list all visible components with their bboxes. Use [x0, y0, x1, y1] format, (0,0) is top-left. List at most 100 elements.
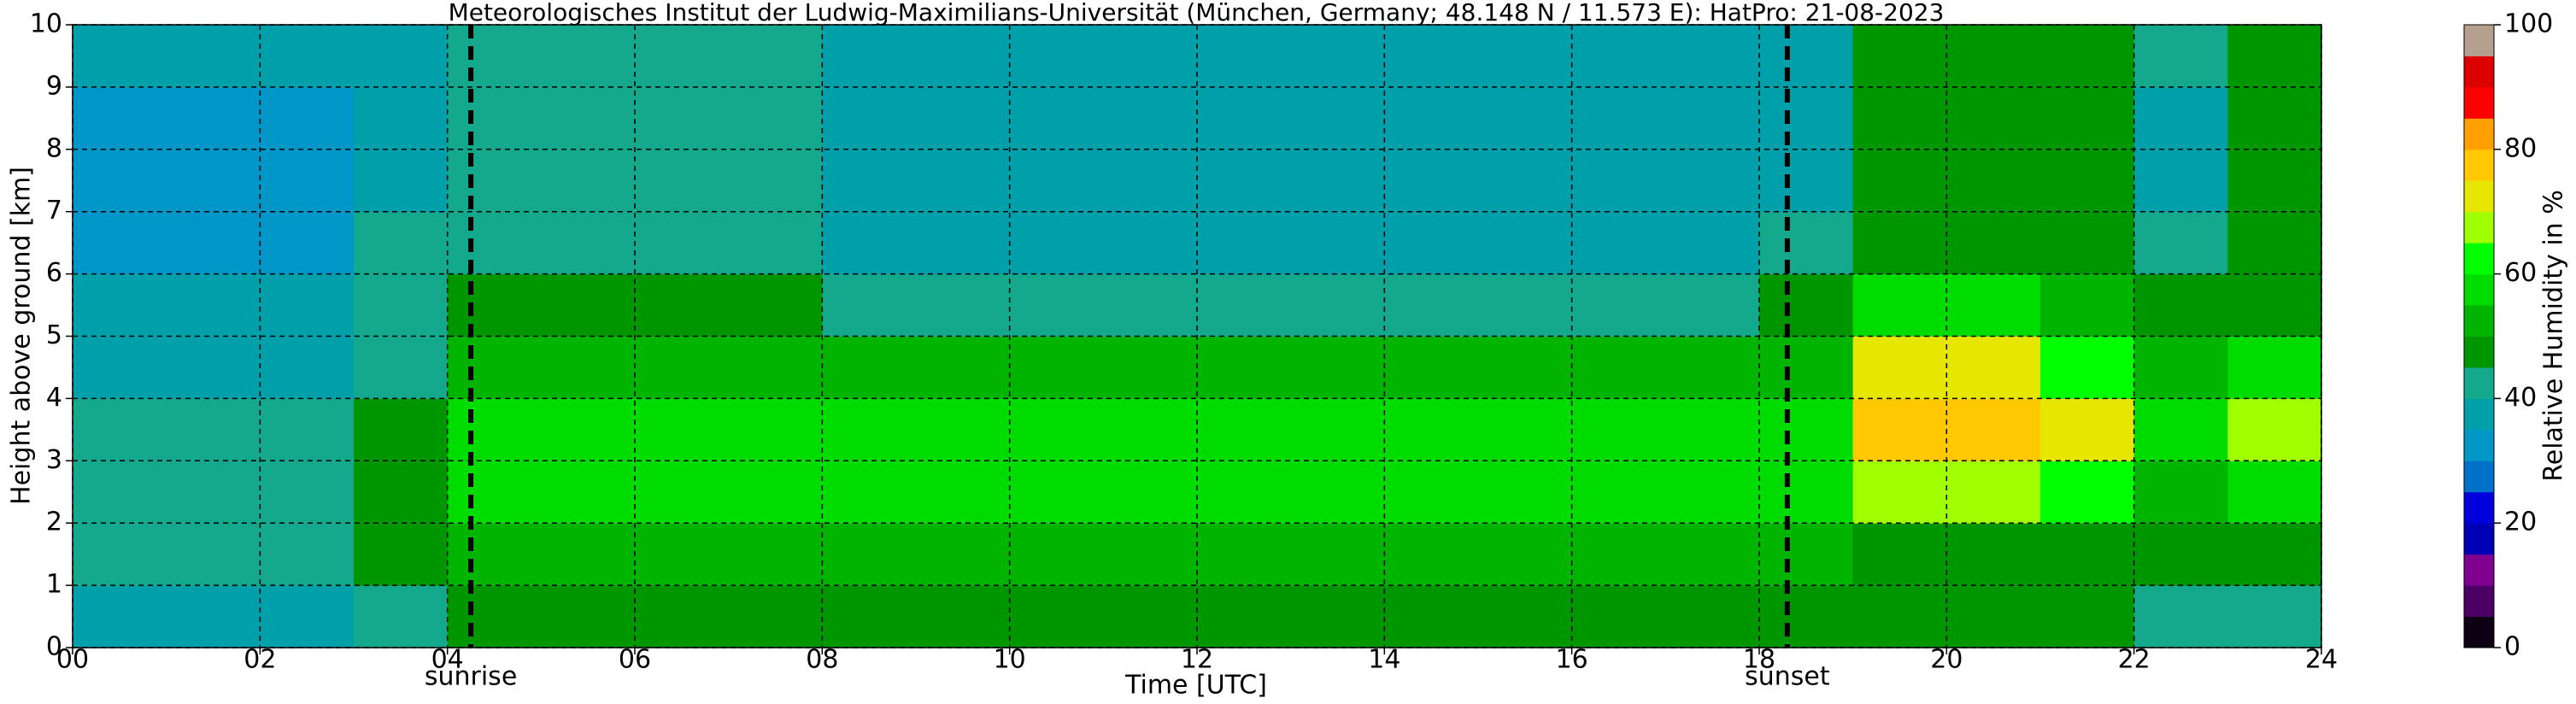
- y-tick-label: 1: [46, 570, 62, 600]
- heatmap-cell: [354, 585, 449, 648]
- heatmap-cell: [1478, 211, 1573, 275]
- heatmap-cell: [1290, 149, 1385, 213]
- heatmap-cell: [1478, 25, 1573, 88]
- colorbar-tick-label: 100: [2504, 9, 2553, 39]
- heatmap-cell: [1665, 585, 1760, 648]
- colorbar-segment: [2464, 398, 2494, 431]
- heatmap-cell: [1946, 273, 2041, 337]
- colorbar-segment: [2464, 616, 2494, 648]
- heatmap-cell: [2133, 585, 2228, 648]
- heatmap-cell: [1478, 273, 1573, 337]
- heatmap-cell: [1946, 25, 2041, 88]
- heatmap-cell: [916, 461, 1011, 524]
- colorbar-segment: [2464, 86, 2494, 119]
- heatmap-cell: [447, 211, 542, 275]
- heatmap-cell: [1571, 273, 1666, 337]
- heatmap-cell: [1571, 585, 1666, 648]
- colorbar-segment: [2464, 180, 2494, 213]
- heatmap-cell: [1665, 336, 1760, 399]
- heatmap-cell: [916, 25, 1011, 88]
- colorbar-segment: [2464, 491, 2494, 524]
- heatmap-cell: [1103, 336, 1198, 399]
- heatmap-cell: [166, 273, 261, 337]
- heatmap-cell: [1384, 25, 1479, 88]
- y-tick-label: 5: [46, 320, 62, 350]
- annotation-label: sunrise: [425, 662, 517, 692]
- heatmap-cell: [447, 336, 542, 399]
- heatmap-cell: [2227, 86, 2322, 150]
- colorbar-segment: [2464, 585, 2494, 618]
- heatmap-cell: [2040, 149, 2135, 213]
- heatmap-cell: [2040, 523, 2135, 586]
- colorbar-tick-label: 60: [2504, 258, 2537, 288]
- heatmap-cell: [916, 398, 1011, 461]
- y-tick-label: 7: [46, 196, 62, 226]
- heatmap-cell: [1852, 585, 1947, 648]
- heatmap-cell: [1852, 25, 1947, 88]
- heatmap-cell: [2040, 398, 2135, 461]
- heatmap-cell: [1197, 149, 1292, 213]
- colorbar-segment: [2464, 554, 2494, 586]
- colorbar-segment: [2464, 523, 2494, 555]
- heatmap-cell: [1197, 523, 1292, 586]
- heatmap-cell: [822, 461, 917, 524]
- heatmap-cell: [73, 398, 167, 461]
- heatmap-cell: [1103, 25, 1198, 88]
- heatmap-cell: [728, 461, 823, 524]
- heatmap-cell: [1384, 398, 1479, 461]
- heatmap-cell: [1197, 273, 1292, 337]
- heatmap-cell: [1852, 149, 1947, 213]
- heatmap-cell: [2133, 149, 2228, 213]
- heatmap-cell: [73, 149, 167, 213]
- heatmap-cell: [728, 523, 823, 586]
- colorbar-segment: [2464, 461, 2494, 493]
- heatmap-cell: [166, 25, 261, 88]
- heatmap-cell: [635, 25, 730, 88]
- heatmap-cell: [2227, 585, 2322, 648]
- heatmap-cell: [728, 585, 823, 648]
- heatmap-cell: [1759, 211, 1854, 275]
- heatmap-cell: [1759, 398, 1854, 461]
- heatmap-cell: [541, 398, 636, 461]
- heatmap-cell: [916, 149, 1011, 213]
- colorbar-segment: [2464, 118, 2494, 150]
- colorbar-segment: [2464, 429, 2494, 461]
- y-tick-label: 4: [46, 383, 62, 413]
- heatmap-cell: [1665, 273, 1760, 337]
- heatmap-cell: [2227, 211, 2322, 275]
- x-tick-label: 08: [806, 645, 838, 675]
- heatmap-cell: [1478, 398, 1573, 461]
- heatmap-cell: [260, 273, 355, 337]
- heatmap-cell: [1384, 149, 1479, 213]
- heatmap-cell: [166, 523, 261, 586]
- heatmap-cell: [728, 273, 823, 337]
- heatmap-cell: [1665, 211, 1760, 275]
- heatmap-cell: [728, 25, 823, 88]
- heatmap-cell: [2040, 86, 2135, 150]
- heatmap-cell: [1852, 211, 1947, 275]
- heatmap-cell: [822, 273, 917, 337]
- x-tick-label: 24: [2305, 645, 2338, 675]
- heatmap-cell: [354, 336, 449, 399]
- heatmap-cell: [1759, 585, 1854, 648]
- heatmap-cell: [447, 398, 542, 461]
- heatmap-cell: [260, 211, 355, 275]
- heatmap-cell: [1946, 149, 2041, 213]
- heatmap-cell: [541, 25, 636, 88]
- heatmap-cell: [354, 523, 449, 586]
- heatmap-cell: [1103, 461, 1198, 524]
- heatmap-cell: [1571, 336, 1666, 399]
- heatmap-cell: [916, 273, 1011, 337]
- heatmap-cell: [2040, 273, 2135, 337]
- heatmap-cell: [728, 211, 823, 275]
- heatmap-cell: [260, 25, 355, 88]
- heatmap-cell: [166, 149, 261, 213]
- heatmap-cell: [1571, 25, 1666, 88]
- heatmap-cell: [1852, 398, 1947, 461]
- heatmap-cell: [1946, 336, 2041, 399]
- heatmap-cell: [354, 86, 449, 150]
- y-tick-label: 10: [30, 9, 62, 39]
- x-tick-label: 22: [2118, 645, 2151, 675]
- heatmap-cell: [916, 336, 1011, 399]
- heatmap-cell: [166, 585, 261, 648]
